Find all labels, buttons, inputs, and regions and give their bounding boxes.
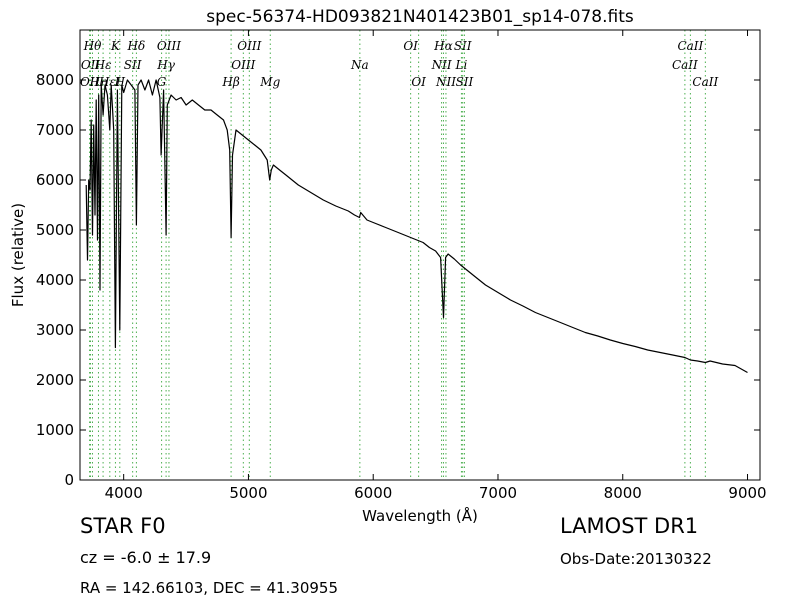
- spectral-line-label: Hθ: [83, 39, 102, 53]
- spectral-line-label: Mg: [259, 75, 280, 89]
- x-tick-label: 6000: [354, 484, 392, 502]
- spectral-line-label: OIII: [157, 39, 181, 53]
- y-tick-label: 5000: [36, 221, 74, 239]
- x-tick-label: 9000: [728, 484, 766, 502]
- spectral-line-label: Hα: [433, 39, 453, 53]
- ra-dec-coordinates: RA = 142.66103, DEC = 41.30955: [80, 579, 339, 597]
- spectral-line-label: Na: [350, 58, 369, 72]
- y-tick-label: 2000: [36, 371, 74, 389]
- y-tick-label: 0: [64, 471, 74, 489]
- y-axis-label: Flux (relative): [9, 203, 27, 307]
- spectral-line-label: CaII: [692, 75, 718, 89]
- spectral-line-label: CaII: [677, 39, 703, 53]
- spectral-line-label: Li: [455, 58, 468, 72]
- spectral-line-label: H: [114, 75, 126, 89]
- y-tick-label: 8000: [36, 71, 74, 89]
- y-tick-label: 3000: [36, 321, 74, 339]
- spectral-line-label: OI: [403, 39, 418, 53]
- spectral-line-label: OIII: [237, 39, 261, 53]
- spectral-line-label: OIII: [231, 58, 255, 72]
- redshift-cz: cz = -6.0 ± 17.9: [80, 548, 212, 567]
- spectral-line-label: NII: [431, 58, 452, 72]
- x-tick-label: 4000: [105, 484, 143, 502]
- spectral-line-label: NII: [435, 75, 456, 89]
- spectral-line-label: OII: [81, 58, 101, 72]
- chart-title: spec-56374-HD093821N401423B01_sp14-078.f…: [206, 7, 634, 27]
- x-tick-label: 8000: [604, 484, 642, 502]
- y-tick-label: 7000: [36, 121, 74, 139]
- survey-name: LAMOST DR1: [560, 514, 699, 538]
- x-tick-label: 5000: [229, 484, 267, 502]
- spectral-line-label: CaII: [672, 58, 698, 72]
- plot-frame: [79, 29, 761, 481]
- spectrum-line: [85, 79, 748, 374]
- spectral-line-label: Hγ: [156, 58, 175, 72]
- y-tick-label: 6000: [36, 171, 74, 189]
- spectral-line-label: Hε: [94, 58, 112, 72]
- y-tick-label: 4000: [36, 271, 74, 289]
- x-axis-label: Wavelength (Å): [362, 506, 478, 525]
- object-class: STAR F0: [80, 514, 166, 538]
- x-tick-label: 7000: [479, 484, 517, 502]
- spectral-line-label: Hβ: [221, 75, 239, 89]
- spectral-line-label: OII: [80, 75, 100, 89]
- y-tick-label: 1000: [36, 421, 74, 439]
- spectral-line-label: G: [157, 75, 167, 89]
- spectral-line-label: SII: [456, 75, 474, 89]
- spectral-line-label: SII: [124, 58, 142, 72]
- spectral-line-label: OI: [411, 75, 426, 89]
- spectral-line-label: K: [110, 39, 121, 53]
- spectral-line-label: Hδ: [127, 39, 146, 53]
- observation-date: Obs-Date:20130322: [560, 550, 712, 568]
- spectral-line-label: SII: [454, 39, 472, 53]
